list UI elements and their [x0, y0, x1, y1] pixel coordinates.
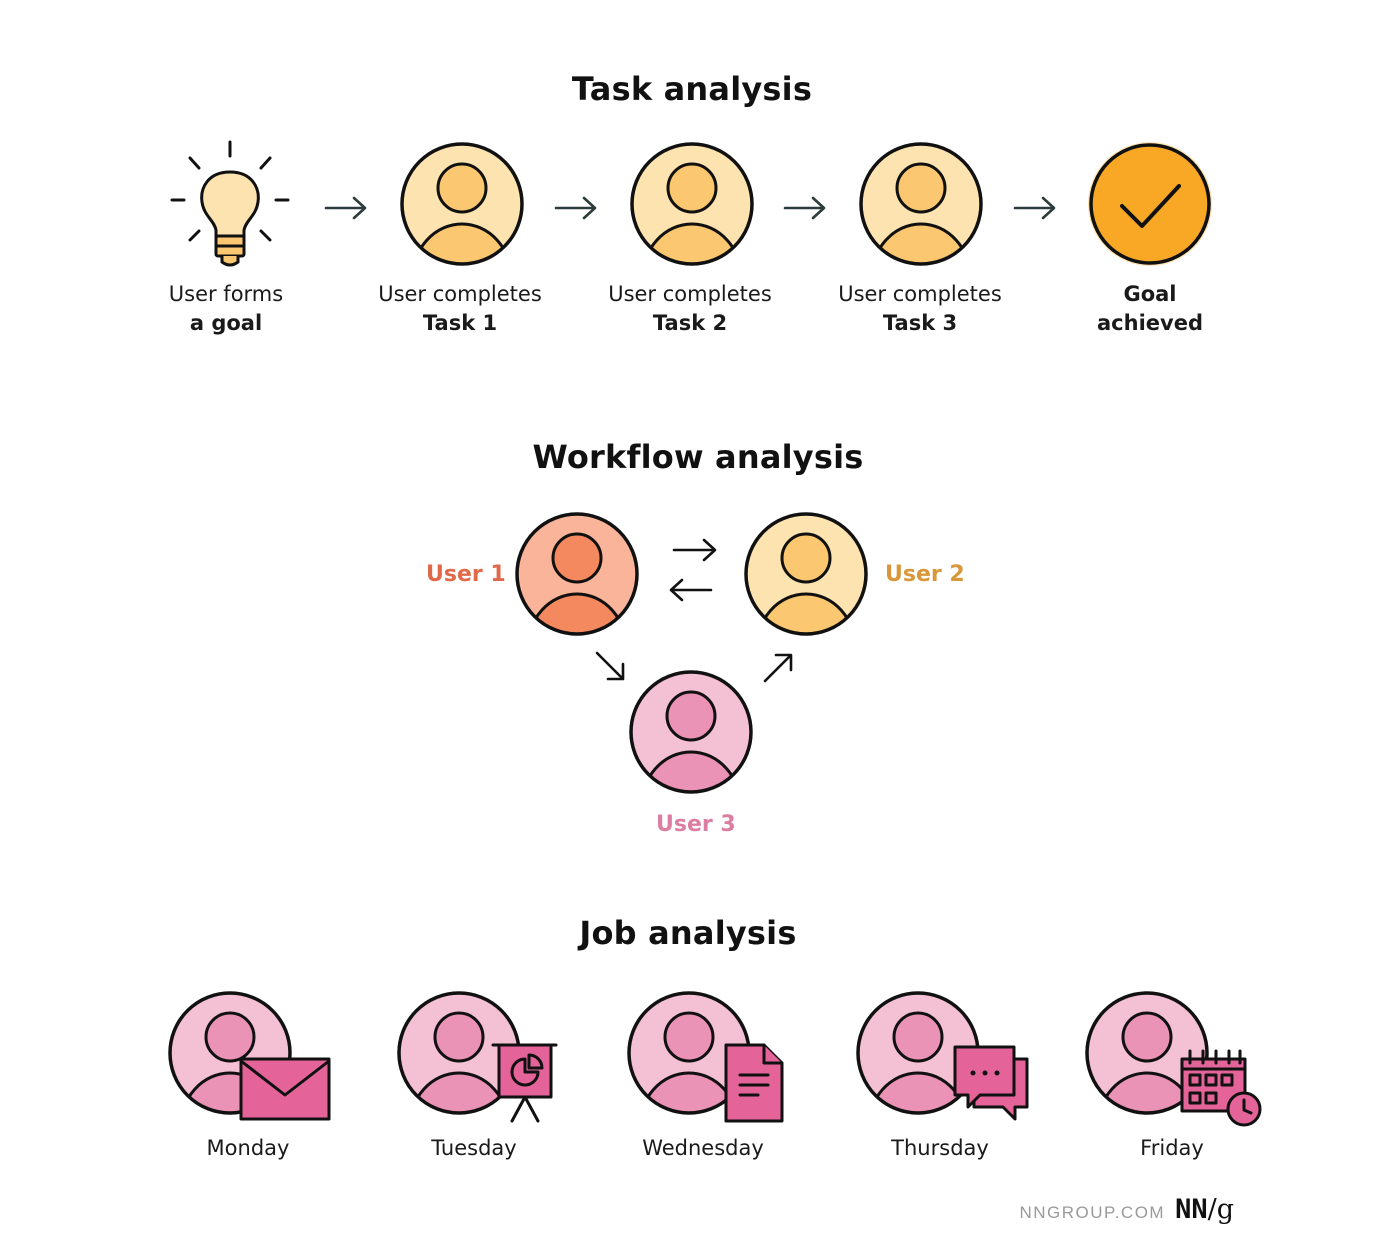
- user-3-avatar-icon: [629, 670, 753, 794]
- user-avatar-icon: [630, 142, 754, 266]
- user-2-avatar-icon: [744, 512, 868, 636]
- arrow-right-icon: [783, 196, 826, 220]
- arrow-up-right-icon: [763, 653, 793, 683]
- step-label-line1: User completes: [378, 282, 542, 306]
- step-label-line2: achieved: [1097, 311, 1203, 335]
- task-analysis-flow: [170, 140, 1212, 267]
- calendar-clock-icon: [1180, 1049, 1262, 1127]
- step-label-line2: a goal: [189, 311, 263, 335]
- arrow-right-icon: [554, 196, 597, 220]
- envelope-icon: [239, 1057, 331, 1121]
- day-label-friday: Friday: [1140, 1136, 1204, 1160]
- presentation-board-icon: [491, 1043, 558, 1123]
- arrow-right-icon: [324, 196, 367, 220]
- step-label: User completes Task 3: [820, 280, 1020, 338]
- day-label-monday: Monday: [206, 1136, 290, 1160]
- step-label-line2: Task 1: [422, 311, 498, 335]
- step-label-line1: User completes: [838, 282, 1002, 306]
- user-avatar-icon: [400, 142, 524, 266]
- user-avatar-icon: [856, 991, 980, 1115]
- logo-nn: NN: [1175, 1194, 1208, 1225]
- arrow-right-icon: [1013, 196, 1056, 220]
- step-label: Goal achieved: [1050, 280, 1250, 338]
- step-label: User completes Task 2: [590, 280, 790, 338]
- user-1-avatar-icon: [515, 512, 639, 636]
- step-label: User forms a goal: [126, 280, 326, 338]
- step-label-line1: User completes: [608, 282, 772, 306]
- user-1-label: User 1: [426, 562, 506, 587]
- user-3-label: User 3: [656, 812, 736, 837]
- day-label-thursday: Thursday: [891, 1136, 989, 1160]
- arrow-left-icon: [669, 578, 713, 602]
- workflow-diagram: [515, 512, 868, 794]
- step-label-line2: Task 3: [882, 311, 958, 335]
- step-label: User completes Task 1: [360, 280, 560, 338]
- arrow-down-right-icon: [595, 651, 625, 681]
- task-analysis-title: Task analysis: [571, 70, 813, 108]
- user-2-label: User 2: [885, 562, 965, 587]
- user-avatar-icon: [859, 142, 983, 266]
- job-analysis-title: Job analysis: [579, 914, 797, 952]
- job-analysis-row: [168, 991, 1262, 1127]
- logo-g: /g: [1207, 1194, 1234, 1225]
- arrow-right-icon: [672, 538, 717, 562]
- user-avatar-icon: [397, 991, 521, 1115]
- user-avatar-icon: [1085, 991, 1209, 1115]
- step-label-line1: Goal: [1123, 282, 1177, 306]
- step-label-line1: User forms: [168, 282, 284, 306]
- workflow-analysis-title: Workflow analysis: [532, 438, 864, 476]
- lightbulb-icon: [170, 140, 290, 267]
- footer-brand: NNGROUP.COM NN/g: [1020, 1194, 1235, 1225]
- checkmark-icon: [1088, 142, 1212, 266]
- document-icon: [724, 1043, 784, 1123]
- user-avatar-icon: [627, 991, 751, 1115]
- step-label-line2: Task 2: [652, 311, 728, 335]
- chat-bubbles-icon: [953, 1045, 1029, 1121]
- day-label-tuesday: Tuesday: [431, 1136, 517, 1160]
- nng-logo: NN/g: [1175, 1194, 1234, 1225]
- day-label-wednesday: Wednesday: [642, 1136, 764, 1160]
- site-url: NNGROUP.COM: [1019, 1203, 1166, 1222]
